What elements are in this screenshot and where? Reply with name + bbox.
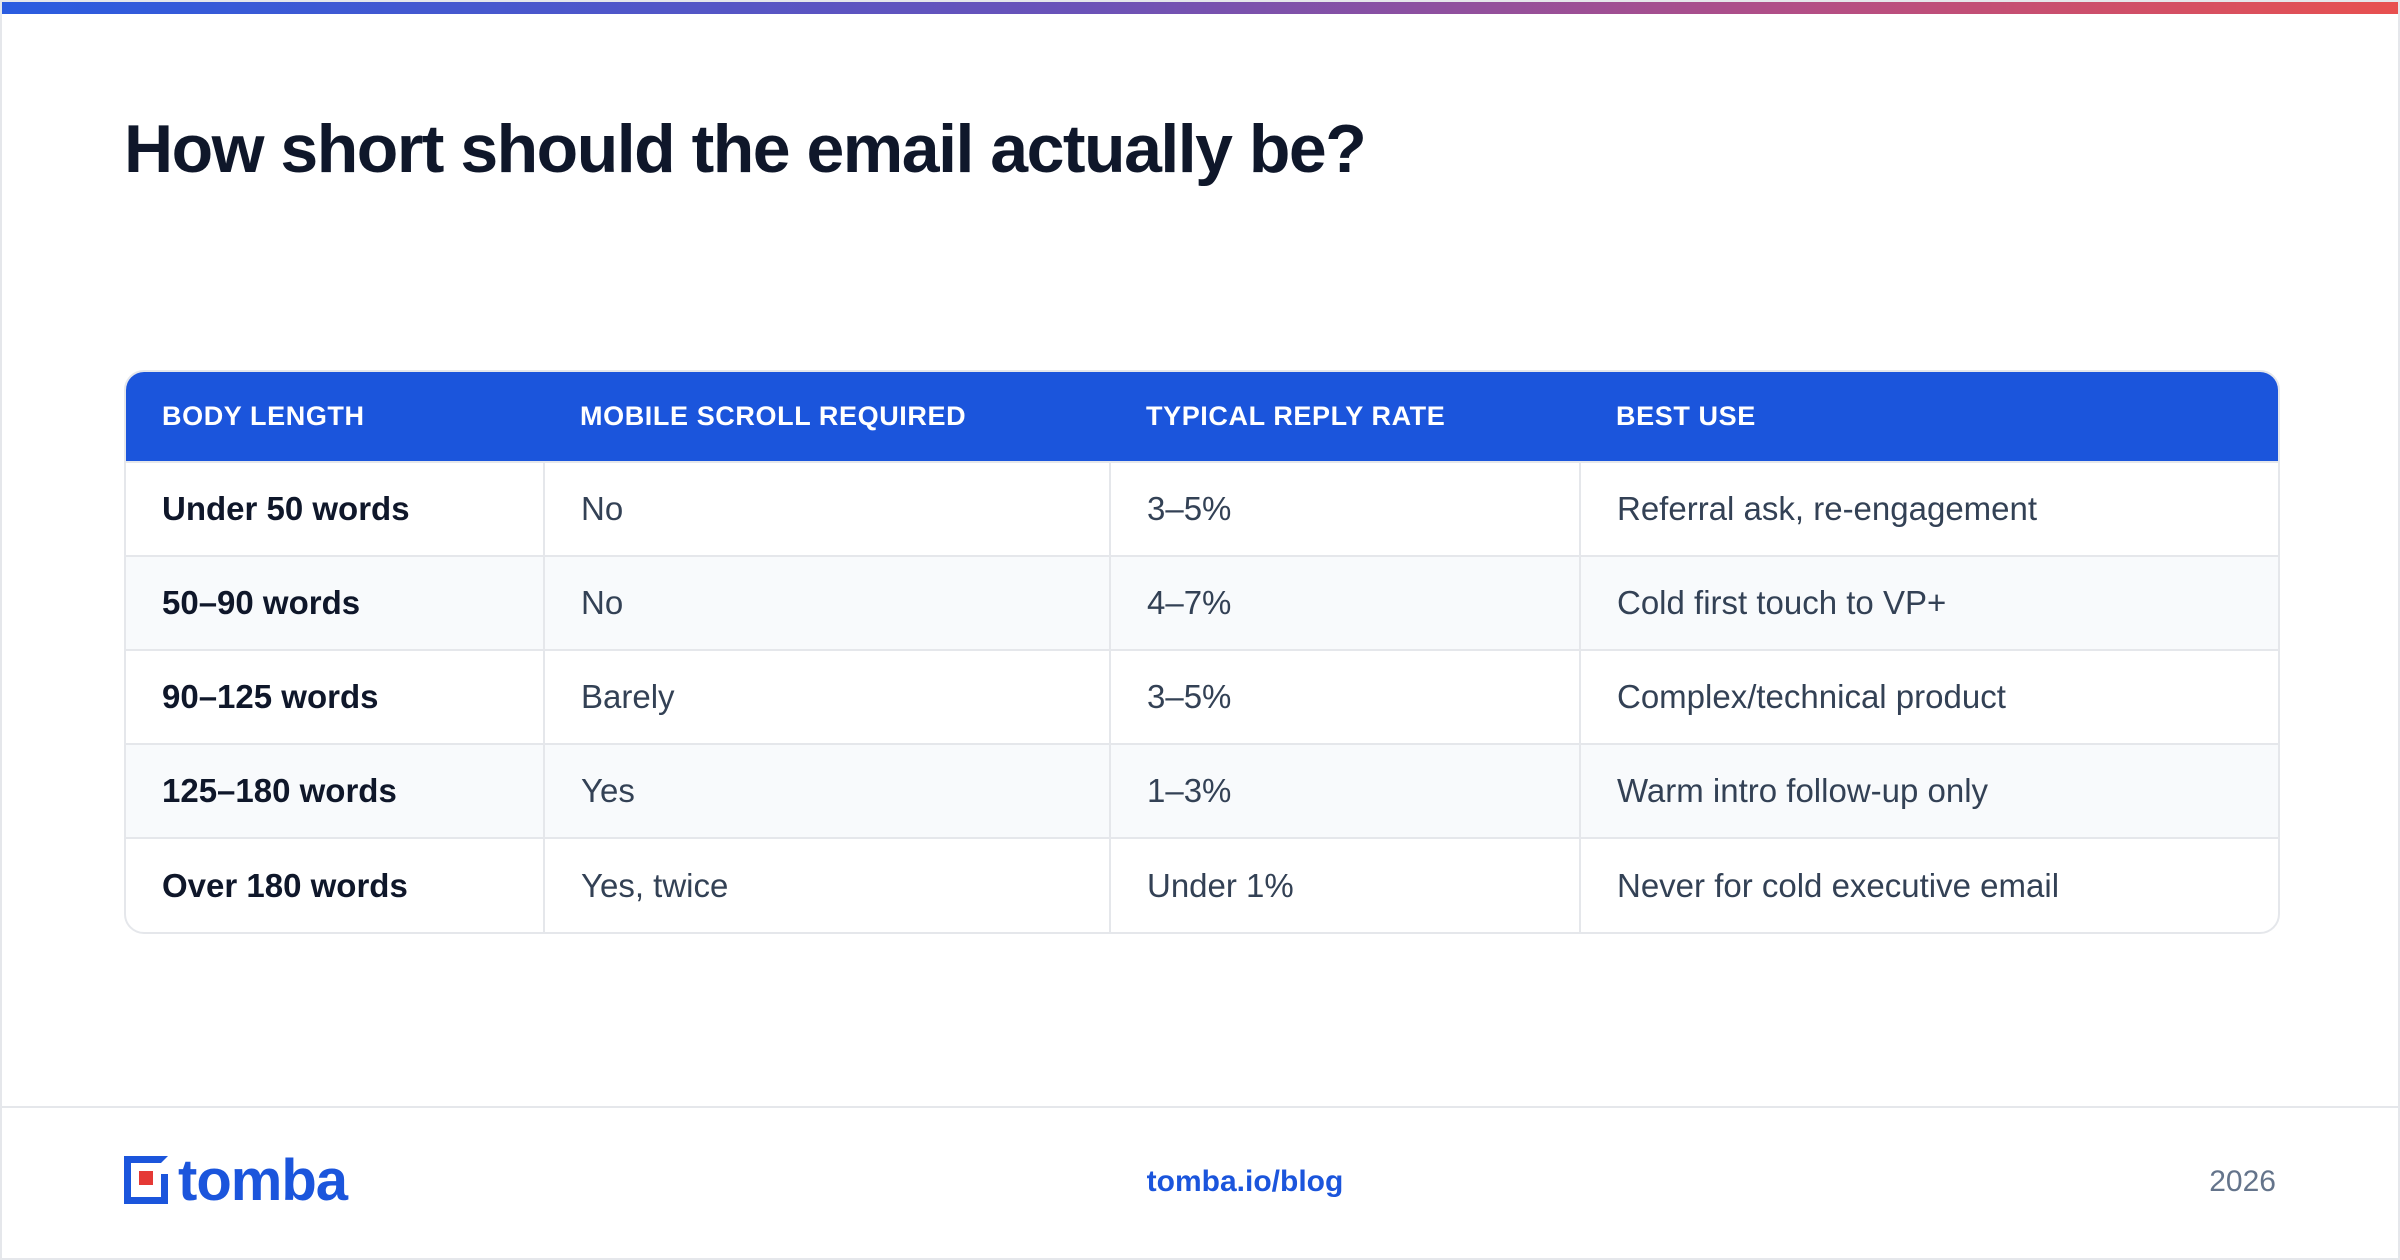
page-title: How short should the email actually be? [124,111,1367,187]
cell-body-length: 125–180 words [162,772,397,809]
blog-link[interactable]: tomba.io/blog [1146,1165,1344,1198]
table-row: Under 50 words No 3–5% Referral ask, re-… [126,462,2278,556]
cell-best-use: Warm intro follow-up only [1579,744,2278,838]
table-row: Over 180 words Yes, twice Under 1% Never… [126,838,2278,932]
table-header-row: BODY LENGTH MOBILE SCROLL REQUIRED TYPIC… [126,372,2278,462]
cell-body-length: 90–125 words [162,678,379,715]
cell-body-length: 50–90 words [162,584,361,621]
tomba-logo-icon [124,1156,174,1206]
table-row: 50–90 words No 4–7% Cold first touch to … [126,556,2278,650]
cell-body-length: Under 50 words [162,490,410,527]
cell-mobile-scroll: Barely [543,650,1110,744]
cell-best-use: Complex/technical product [1579,650,2278,744]
header-mobile-scroll: MOBILE SCROLL REQUIRED [580,401,967,431]
footer [2,1106,2398,1260]
logo-wordmark: tomba [178,1148,348,1213]
cell-mobile-scroll: Yes [543,744,1110,838]
tomba-logo[interactable]: tomba [124,1148,348,1213]
table-row: 125–180 words Yes 1–3% Warm intro follow… [126,744,2278,838]
cell-best-use: Cold first touch to VP+ [1579,556,2278,650]
cell-reply-rate: 3–5% [1109,462,1580,556]
header-reply-rate: TYPICAL REPLY RATE [1146,401,1446,431]
header-best-use: BEST USE [1616,401,1756,431]
comparison-table: BODY LENGTH MOBILE SCROLL REQUIRED TYPIC… [124,370,2280,934]
header-body-length: BODY LENGTH [162,401,365,431]
cell-reply-rate: 4–7% [1109,556,1580,650]
gradient-top-bar [2,2,2398,14]
cell-mobile-scroll: No [543,556,1110,650]
cell-best-use: Referral ask, re-engagement [1579,462,2278,556]
cell-mobile-scroll: Yes, twice [543,838,1110,932]
cell-mobile-scroll: No [543,462,1110,556]
footer-year: 2026 [2209,1165,2276,1198]
cell-best-use: Never for cold executive email [1579,838,2278,932]
cell-reply-rate: 1–3% [1109,744,1580,838]
cell-reply-rate: 3–5% [1109,650,1580,744]
cell-body-length: Over 180 words [162,866,408,904]
cell-reply-rate: Under 1% [1109,838,1580,932]
table-row: 90–125 words Barely 3–5% Complex/technic… [126,650,2278,744]
